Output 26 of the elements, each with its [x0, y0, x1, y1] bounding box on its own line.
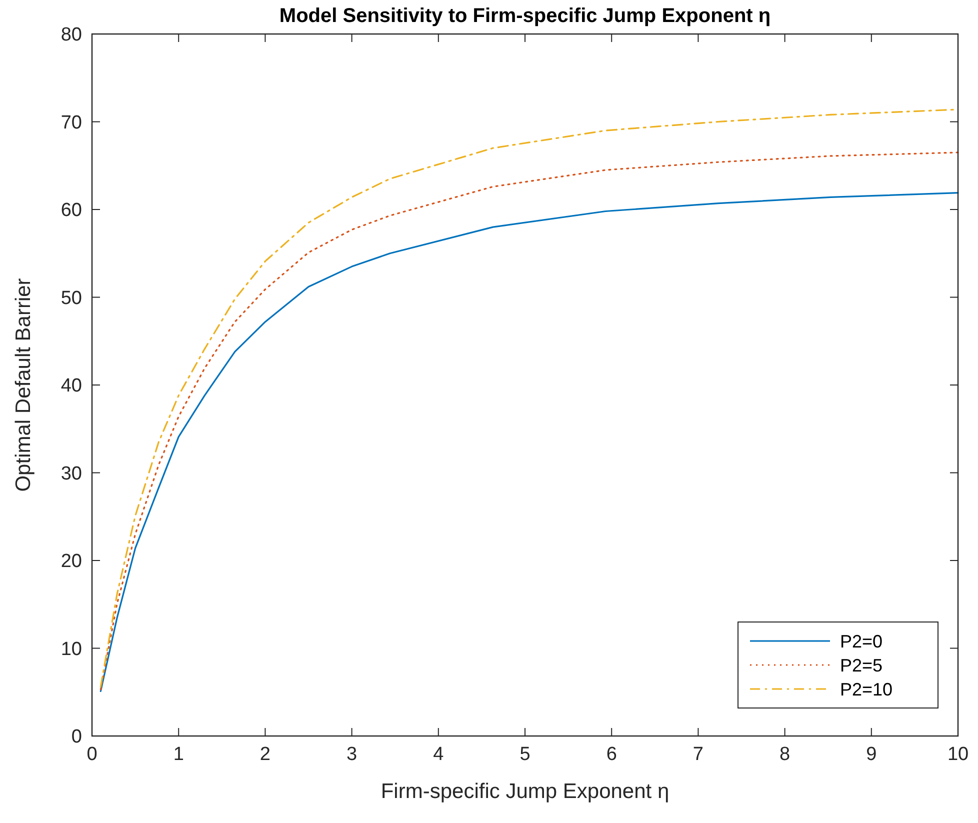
x-tick-label: 9 — [866, 744, 877, 765]
y-tick-label: 10 — [60, 638, 82, 660]
y-tick-label: 80 — [60, 24, 82, 46]
x-tick-label: 6 — [606, 744, 617, 765]
x-tick-label: 7 — [692, 744, 704, 765]
x-tick-label: 10 — [947, 744, 969, 765]
y-tick-label: 30 — [60, 463, 82, 484]
y-tick-label: 60 — [60, 200, 82, 222]
y-axis-title: Optimal Default Barrier — [12, 278, 35, 492]
x-tick-label: 2 — [260, 744, 270, 765]
y-tick-label: 40 — [60, 376, 82, 397]
x-tick-label: 1 — [173, 744, 184, 765]
x-tick-label: 0 — [86, 744, 98, 765]
x-tick-label: 8 — [780, 744, 790, 765]
legend-label: P2=5 — [840, 655, 883, 676]
x-tick-label: 5 — [520, 744, 530, 765]
y-tick-label: 0 — [71, 726, 82, 748]
legend-label: P2=10 — [840, 679, 893, 700]
y-tick-label: 50 — [60, 288, 82, 309]
y-tick-label: 20 — [60, 551, 82, 572]
chart-title: Model Sensitivity to Firm-specific Jump Exponent η — [279, 5, 771, 27]
x-tick-label: 3 — [346, 744, 358, 765]
x-axis-title: Firm-specific Jump Exponent η — [380, 780, 670, 803]
legend-label: P2=0 — [840, 631, 883, 652]
x-tick-label: 4 — [433, 744, 444, 765]
y-tick-label: 70 — [60, 112, 82, 134]
